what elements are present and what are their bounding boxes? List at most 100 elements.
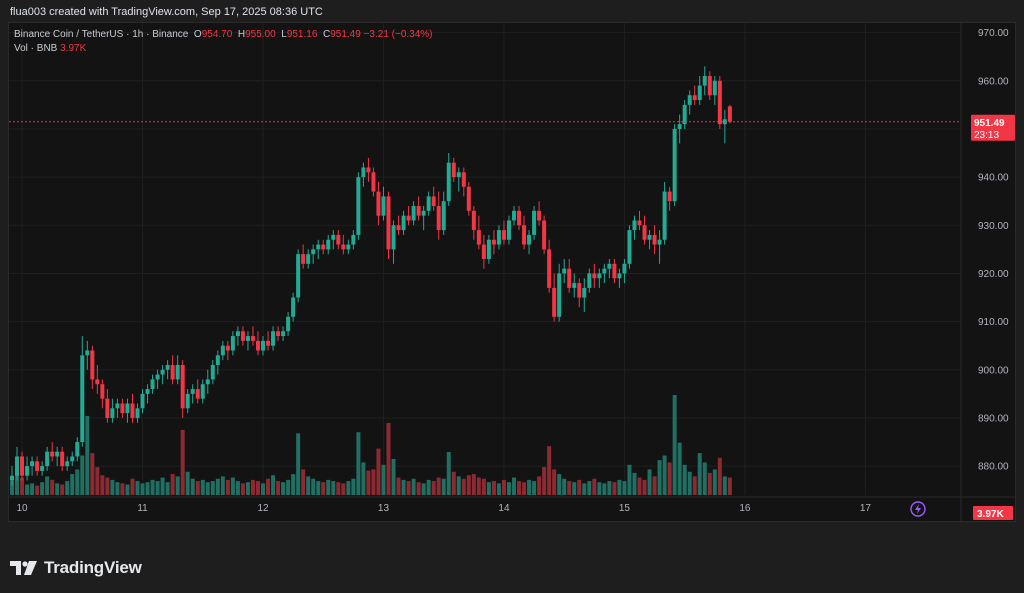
candle-body (291, 297, 296, 317)
candle-body (65, 461, 70, 467)
candle-body (727, 106, 732, 122)
candle-body (60, 451, 65, 467)
candle-body (215, 355, 220, 365)
volume-bar (597, 482, 602, 495)
volume-bar (195, 481, 200, 495)
candle-body (617, 273, 622, 279)
candle-body (15, 456, 20, 476)
volume-bar (281, 482, 286, 495)
candle-body (296, 254, 301, 298)
legend-close-label: C (322, 29, 331, 40)
time-axis[interactable]: 10 11 12 13 14 15 16 17 (9, 496, 1016, 514)
volume-bar (466, 475, 471, 495)
volume-bar (80, 455, 85, 495)
volume-bar (476, 477, 481, 495)
legend-row-volume: Vol · BNB 3.97K (14, 42, 433, 56)
volume-bar (175, 476, 180, 495)
volume-bar (727, 477, 732, 495)
candle-body (677, 124, 682, 129)
candle-body (597, 273, 602, 279)
volume-bar (215, 478, 220, 495)
candle-body (311, 249, 316, 255)
volume-bar (90, 453, 95, 495)
volume-bar (331, 481, 336, 495)
volume-bar (25, 484, 30, 495)
legend-volume-value: 3.97K (60, 43, 87, 54)
volume-bar (687, 471, 692, 495)
candle-body (180, 364, 185, 409)
volume-bar (40, 482, 45, 495)
lightning-icon-glyph (915, 504, 921, 514)
candle-body (491, 239, 496, 245)
candle-body (702, 75, 707, 86)
candle-body (125, 403, 130, 414)
candle-body (200, 384, 205, 399)
candle-body (557, 273, 562, 317)
legend-open-label: O (193, 29, 202, 40)
candle-body (160, 369, 165, 375)
chart-area[interactable]: 970.00960.00950.00940.00930.00920.00910.… (8, 22, 1016, 522)
tradingview-brand[interactable]: TradingView (10, 556, 142, 580)
volume-bar (160, 477, 165, 495)
volume-bar (512, 477, 516, 495)
tradingview-logo-icon (10, 561, 37, 575)
candle-body (75, 442, 80, 457)
volume-bar (266, 478, 271, 495)
volume-bar (140, 483, 145, 495)
volume-bar (296, 433, 301, 495)
candle-body (572, 283, 577, 288)
volume-bar (572, 482, 577, 495)
chart-caption: flua003 created with TradingView.com, Se… (10, 6, 323, 18)
volume-bar (592, 478, 597, 495)
lightning-icon[interactable] (910, 501, 926, 517)
volume-bar (456, 476, 461, 495)
legend-volume-label: Vol · BNB (14, 43, 58, 54)
candle-body (326, 239, 331, 250)
candle-body (512, 210, 516, 221)
chart-svg[interactable]: 970.00960.00950.00940.00930.00920.00910.… (9, 23, 1016, 522)
volume-bar (632, 472, 637, 495)
candle-body (55, 451, 60, 457)
candle-body (537, 210, 542, 221)
candle-body (446, 162, 451, 202)
candle-body (386, 196, 391, 250)
candle-body (30, 461, 35, 467)
volume-bar (481, 478, 486, 495)
candle-body (592, 273, 597, 279)
legend-high-label: H (237, 29, 246, 40)
volume-bar (501, 479, 506, 495)
volume-bar (135, 481, 140, 495)
candle-body (562, 268, 567, 274)
volume-bar (45, 476, 50, 495)
candle-body (321, 244, 326, 250)
candle-body (316, 244, 321, 250)
legend-close-value: 951.49 (330, 29, 361, 40)
volume-bar (155, 481, 160, 495)
candle-body (80, 355, 85, 443)
candle-body (115, 403, 120, 409)
candle-body (481, 244, 486, 259)
volume-bar (622, 481, 627, 495)
volume-bar (712, 469, 717, 495)
candle-body (672, 128, 677, 202)
volume-bar (145, 482, 150, 495)
price-axis[interactable]: 970.00960.00950.00940.00930.00920.00910.… (960, 23, 1009, 522)
volume-bar (125, 484, 130, 495)
candle-body (306, 254, 311, 264)
candle-body (436, 206, 441, 231)
volume-bar (376, 448, 381, 495)
candle-body (100, 384, 105, 399)
candle-body (371, 172, 376, 192)
candle-body (532, 210, 537, 235)
candle-body (35, 461, 40, 471)
candle-body (496, 230, 501, 245)
candle-body (582, 287, 587, 298)
candle-body (230, 336, 235, 351)
volume-bar (496, 483, 501, 495)
candle-body (20, 456, 25, 476)
volume-bar (351, 478, 356, 495)
candle-body (602, 268, 607, 274)
candle-body (426, 196, 431, 211)
volume-bar (411, 478, 416, 495)
volume-bar (602, 483, 607, 495)
